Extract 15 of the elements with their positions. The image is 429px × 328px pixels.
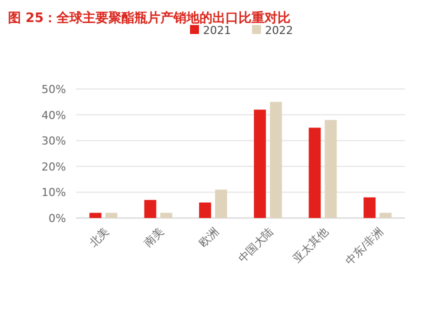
y-tick-label: 20% bbox=[42, 160, 66, 174]
y-tick-label: 30% bbox=[42, 134, 66, 148]
y-tick-label: 50% bbox=[42, 83, 66, 96]
x-tick-label: 亚太其他 bbox=[290, 224, 331, 266]
y-tick-label: 0% bbox=[48, 212, 66, 225]
legend-label: 2021 bbox=[203, 24, 231, 37]
legend-label: 2022 bbox=[265, 24, 293, 37]
x-tick-label: 北美 bbox=[86, 224, 112, 250]
x-tick-label: 欧洲 bbox=[196, 224, 222, 250]
y-tick-label: 40% bbox=[42, 108, 66, 122]
x-tick-label: 南美 bbox=[142, 224, 166, 250]
title: 图 25：全球主要聚酯瓶片产销地的出口比重对比 bbox=[8, 11, 291, 26]
x-tick-label: 中国大陆 bbox=[236, 224, 276, 266]
x-tick-label: 中东/非洲 bbox=[342, 224, 386, 268]
y-tick-label: 10% bbox=[42, 186, 66, 200]
